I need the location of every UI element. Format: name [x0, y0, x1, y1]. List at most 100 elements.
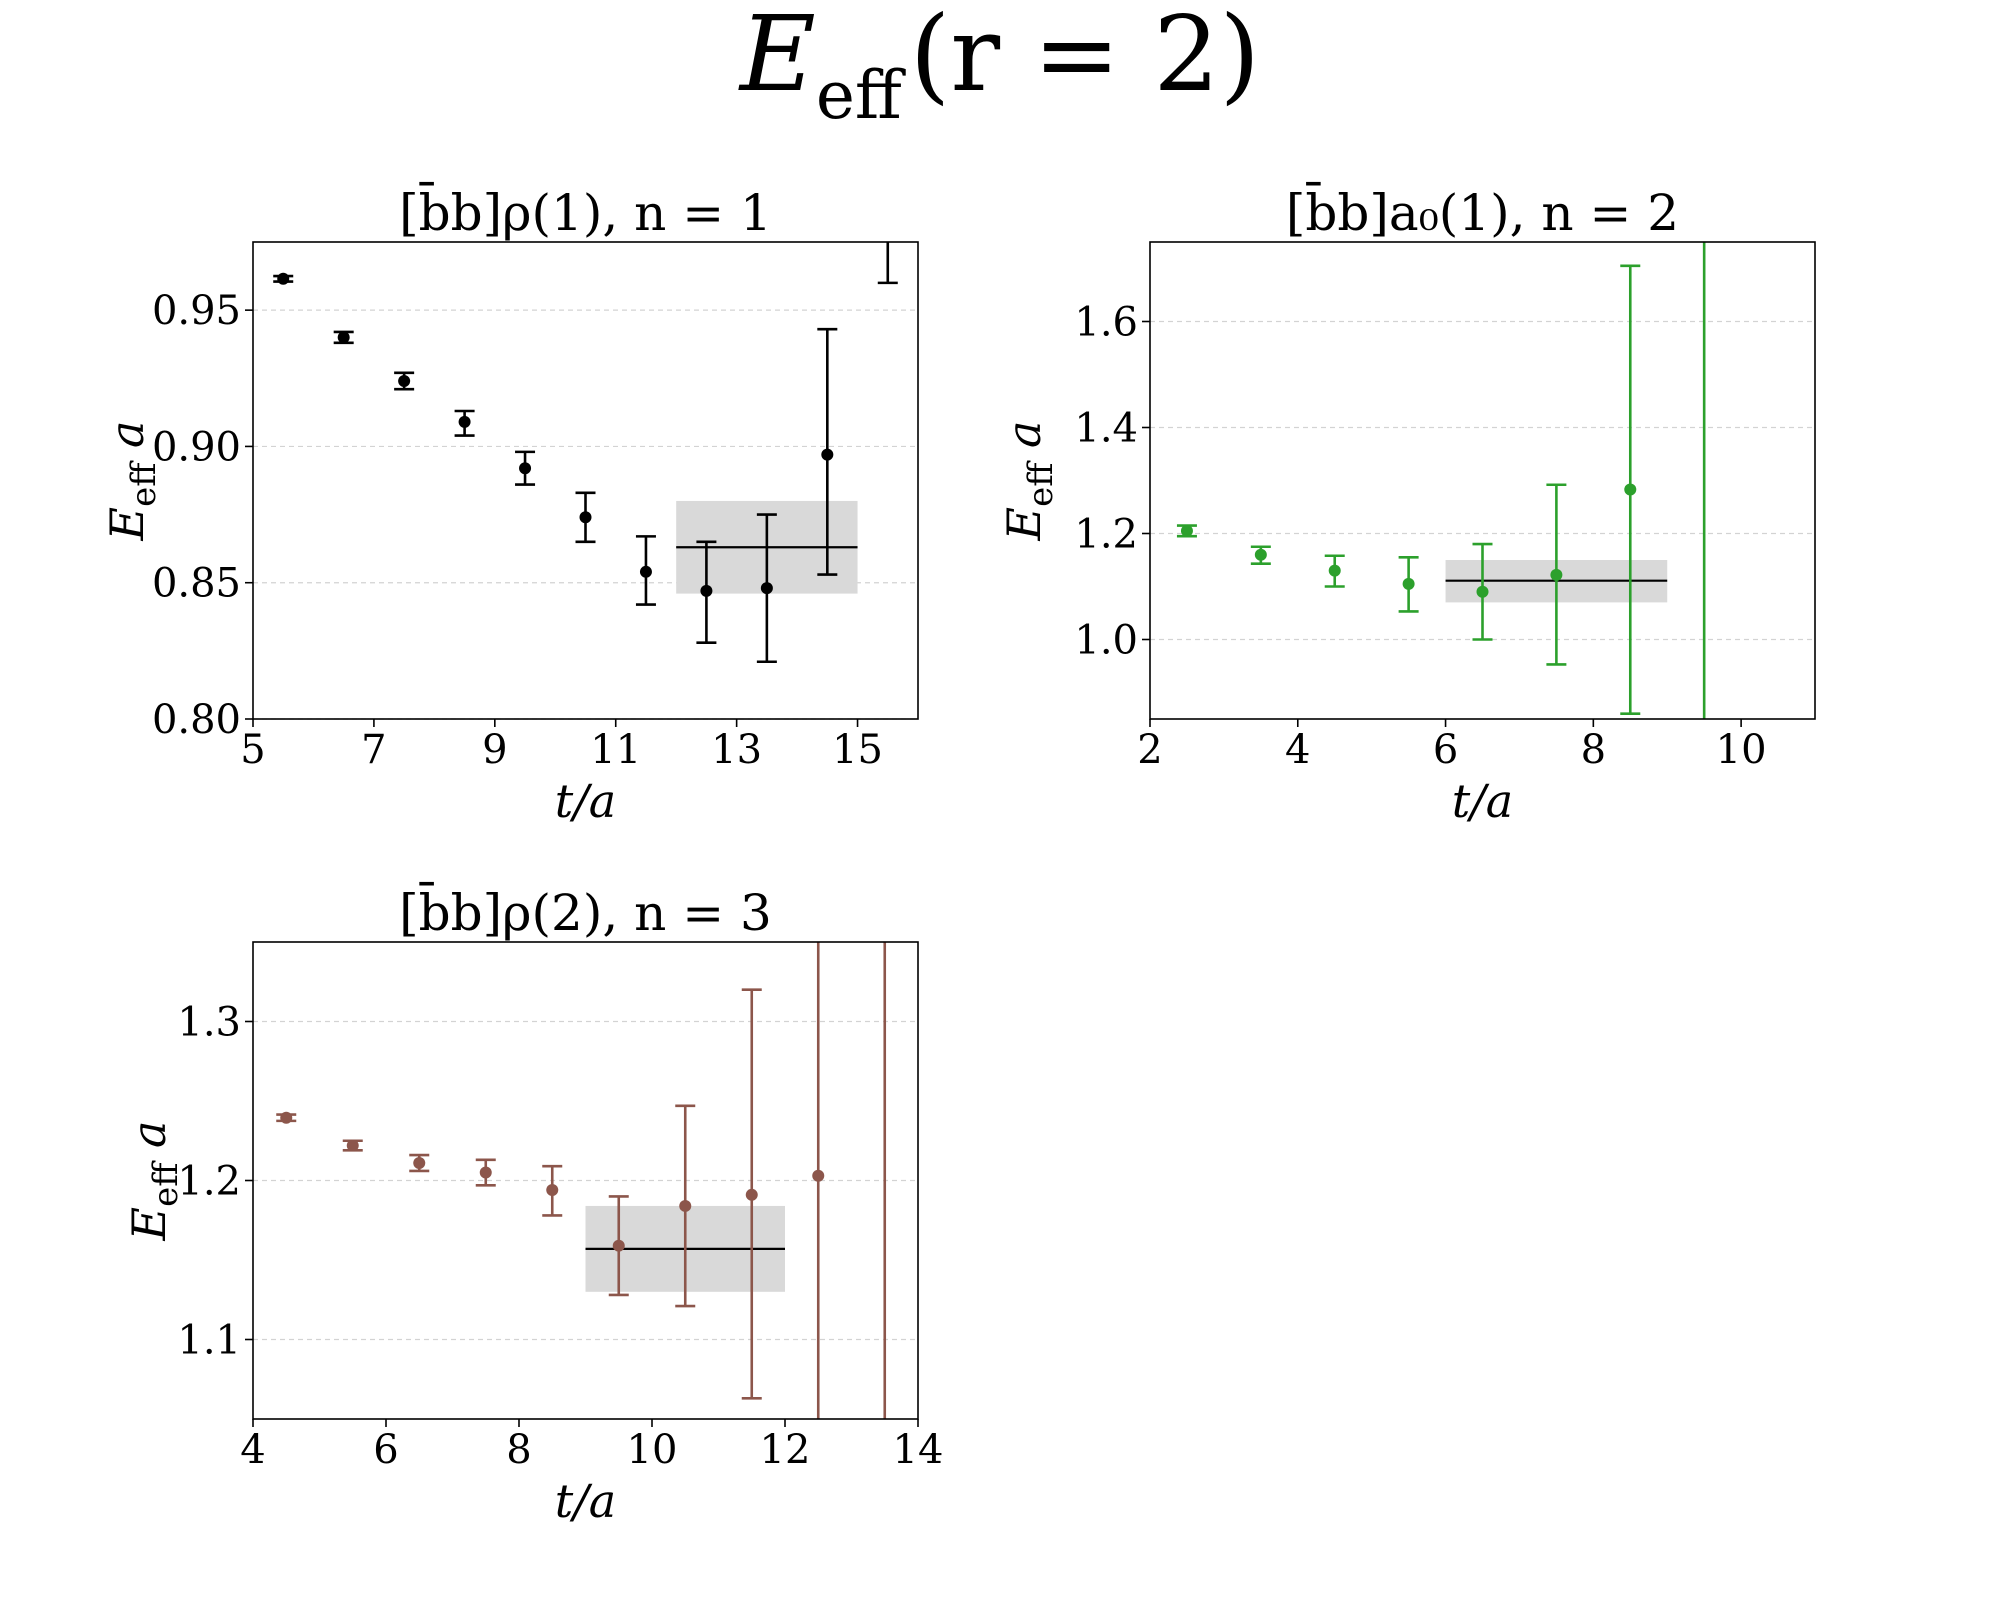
y-axis-label-main: E — [997, 507, 1051, 542]
point-marker — [579, 511, 592, 524]
y-tick-label-2: 1.3 — [177, 1000, 241, 1046]
data-point-9 — [812, 942, 825, 1419]
point-marker — [1476, 585, 1489, 598]
point-marker — [337, 331, 350, 344]
point-marker — [398, 375, 411, 388]
data-point-5 — [1472, 542, 1493, 641]
x-tick-label-3: 8 — [1581, 727, 1606, 773]
figure-title-args: (r = 2) — [910, 0, 1260, 115]
y-tick-label-0: 0.80 — [152, 697, 241, 743]
axes-frame — [1149, 241, 1816, 720]
plot-area — [273, 242, 898, 664]
figure-title: Eeff(r = 2) — [738, 0, 1260, 134]
data-point-8 — [696, 540, 717, 644]
y-axis-label: Eeff a — [122, 1121, 186, 1242]
point-marker — [546, 1184, 559, 1197]
x-tick-label-3: 10 — [627, 1427, 678, 1473]
y-axis-label-sub: eff — [124, 460, 164, 507]
x-tick-label-3: 11 — [590, 727, 641, 773]
point-marker — [458, 415, 471, 428]
y-axis-label: Eeff a — [100, 421, 164, 542]
y-axis-label-after: a — [122, 1121, 176, 1163]
data-point-5 — [542, 1164, 563, 1217]
figure-title-main: E — [738, 0, 816, 115]
point-marker — [679, 1199, 692, 1212]
point-marker — [700, 584, 713, 597]
plot-area — [276, 942, 887, 1419]
x-tick-label-2: 9 — [482, 727, 507, 773]
x-tick-label-4: 12 — [760, 1427, 811, 1473]
data-point-6 — [1546, 483, 1567, 666]
data-point-10 — [883, 942, 887, 1419]
x-tick-label-5: 15 — [832, 727, 883, 773]
point-marker — [1550, 568, 1563, 581]
subplot-title: [b̄b]ρ(2), n = 3 — [399, 881, 772, 942]
x-tick-label-1: 4 — [1285, 727, 1310, 773]
subplot-3: 4 6 8 10 12 14 1.1 1.2 1.3 [b̄b]ρ(2), n = 3 t/a Eef… — [122, 881, 944, 1528]
axes-frame — [252, 241, 919, 720]
data-point-8 — [1702, 242, 1706, 719]
y-tick-label-3: 1.6 — [1074, 300, 1138, 346]
subplot-title: [b̄b]ρ(1), n = 1 — [399, 181, 772, 242]
x-tick-label-0: 4 — [240, 1427, 265, 1473]
plot-area — [1176, 242, 1706, 719]
point-marker — [346, 1139, 359, 1152]
data-point-1 — [273, 272, 294, 285]
subplots: 5 7 9 11 13 15 0.80 0.85 0.90 0.95 [b̄b]ρ(1), n = … — [100, 181, 1816, 1528]
y-axis-label-sub: eff — [1021, 460, 1061, 507]
x-tick-label-4: 13 — [711, 727, 762, 773]
point-marker — [812, 1169, 825, 1182]
x-axis-label: t/a — [1452, 774, 1513, 828]
x-tick-label-0: 5 — [240, 727, 265, 773]
x-tick-label-5: 14 — [893, 1427, 944, 1473]
point-marker — [280, 1111, 293, 1124]
y-tick-label-2: 0.90 — [152, 424, 241, 470]
point-marker — [1328, 564, 1341, 577]
y-axis-label: Eeff a — [997, 421, 1061, 542]
y-tick-label-1: 0.85 — [152, 561, 241, 607]
subplot-2: 2 4 6 8 10 1.0 1.2 1.4 1.6 [b̄b]a₀(1), n = 2 t/a Ee… — [997, 181, 1816, 828]
data-point-1 — [276, 1111, 297, 1124]
point-marker — [1254, 548, 1267, 561]
y-tick-label-1: 1.2 — [177, 1159, 241, 1205]
point-marker — [639, 565, 652, 578]
subplot-1: 5 7 9 11 13 15 0.80 0.85 0.90 0.95 [b̄b]ρ(1), n = … — [100, 181, 919, 828]
data-point-3 — [409, 1153, 430, 1173]
y-tick-label-0: 1.0 — [1074, 618, 1138, 664]
data-point-4 — [1398, 556, 1419, 613]
data-point-1 — [1176, 524, 1197, 538]
y-axis-label-after: a — [100, 421, 154, 463]
data-point-11 — [877, 242, 898, 285]
data-point-5 — [515, 450, 536, 486]
y-tick-label-1: 1.2 — [1074, 512, 1138, 558]
y-axis-label-main: E — [100, 507, 154, 542]
x-tick-label-4: 10 — [1716, 727, 1767, 773]
point-marker — [821, 448, 834, 461]
y-tick-label-3: 0.95 — [152, 288, 241, 334]
point-marker — [1180, 524, 1193, 537]
point-marker — [277, 272, 290, 285]
data-point-2 — [1250, 545, 1271, 566]
data-point-7 — [1620, 264, 1641, 716]
x-tick-label-0: 2 — [1137, 727, 1162, 773]
point-marker — [612, 1239, 625, 1252]
data-point-6 — [608, 1195, 629, 1297]
subplot-title: [b̄b]a₀(1), n = 2 — [1286, 181, 1679, 242]
data-point-4 — [475, 1158, 496, 1187]
data-point-8 — [741, 988, 762, 1400]
point-marker — [745, 1188, 758, 1201]
y-axis-label-after: a — [997, 421, 1051, 463]
point-marker — [1402, 577, 1415, 590]
point-marker — [1624, 483, 1637, 496]
x-axis-label: t/a — [555, 1474, 616, 1528]
point-marker — [519, 462, 532, 475]
x-axis-label: t/a — [555, 774, 616, 828]
data-point-6 — [575, 491, 596, 544]
data-point-7 — [675, 1104, 696, 1308]
data-point-7 — [635, 535, 656, 606]
data-point-3 — [394, 371, 415, 391]
figure-title-sub: eff — [816, 57, 906, 134]
x-tick-label-1: 6 — [373, 1427, 398, 1473]
point-marker — [479, 1166, 492, 1179]
data-point-9 — [756, 513, 777, 664]
